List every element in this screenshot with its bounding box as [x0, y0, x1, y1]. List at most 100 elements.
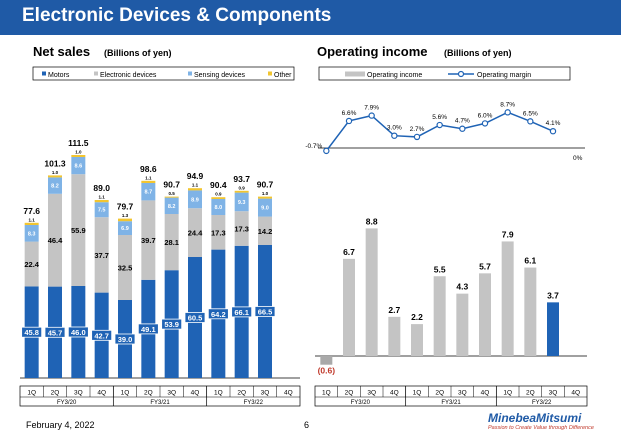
bar-sensing-devices-10	[258, 198, 272, 217]
legend-label-1: Electronic devices	[100, 72, 157, 79]
sensing-value-1: 8.2	[51, 184, 59, 190]
motors-label-bg-0	[21, 326, 43, 338]
margin-label-10: 4.1%	[546, 120, 561, 127]
bar-electronic-devices-8	[211, 215, 226, 250]
margin-point-10	[549, 127, 557, 135]
bar-other-3	[94, 200, 109, 203]
op-income-tick-11: 4Q	[571, 390, 580, 397]
op-income-bar-1	[343, 258, 355, 356]
bar-electronic-devices-4	[118, 235, 132, 300]
other-value-7: 1.1	[192, 183, 199, 188]
net-sales-total-9: 93.7	[233, 174, 250, 184]
bar-other-1	[48, 175, 62, 178]
motors-value-4: 39.0	[118, 335, 133, 344]
op-income-bar-6	[456, 293, 469, 356]
margin-point-7	[481, 120, 489, 127]
motors-value-0: 45.8	[24, 328, 39, 337]
net-sales-tick-3: 4Q	[97, 390, 106, 397]
net-sales-tick-8: 1Q	[214, 390, 223, 397]
company-logo: MinebeaMitsumi Passion to Create Value t…	[488, 412, 608, 436]
logo-wordmark: MinebeaMitsumi	[488, 411, 582, 425]
margin-label-4: 2.7%	[410, 126, 425, 133]
electronic-value-2: 55.9	[71, 226, 86, 235]
op-income-bar-0	[320, 356, 333, 365]
legend-swatch-0	[42, 71, 46, 76]
logo-tagline: Passion to Create Value through Differen…	[488, 425, 594, 431]
electronic-value-10: 14.2	[258, 227, 273, 236]
motors-label-bg-9	[231, 306, 253, 318]
net-sales-tick-7: 4Q	[191, 390, 200, 397]
motors-value-3: 42.7	[94, 331, 109, 340]
op-income-bar-7	[479, 273, 491, 356]
net-sales-tick-11: 4Q	[284, 390, 293, 397]
net-sales-total-6: 90.7	[163, 180, 180, 190]
bar-other-10	[258, 196, 272, 199]
margin-label-1: 6.6%	[342, 110, 357, 117]
op-income-tick-6: 3Q	[458, 390, 467, 397]
op-income-tick-5: 2Q	[435, 390, 444, 397]
bar-electronic-devices-10	[258, 216, 272, 245]
electronic-value-8: 17.3	[211, 228, 226, 237]
motors-value-10: 66.5	[258, 308, 273, 317]
net-sales-title: Net sales	[33, 44, 90, 59]
sensing-value-8: 8.0	[215, 205, 223, 211]
motors-label-bg-1	[44, 326, 66, 338]
other-value-6: 0.5	[169, 191, 176, 196]
motors-label-bg-6	[161, 318, 183, 330]
bar-sensing-devices-4	[118, 221, 132, 235]
motors-label-bg-2	[67, 326, 89, 338]
net-sales-tick-10: 3Q	[261, 390, 270, 397]
electronic-value-1: 46.4	[48, 236, 63, 245]
sensing-value-9: 9.3	[238, 200, 246, 206]
op-income-title: Operating income	[317, 44, 428, 59]
sensing-value-10: 9.0	[261, 206, 269, 212]
margin-zero-label: 0%	[573, 155, 583, 162]
net-sales-group-1: FY3/21	[150, 400, 170, 406]
legend-label-3: Other	[274, 72, 292, 79]
bar-sensing-devices-1	[48, 177, 62, 194]
legend-swatch-1	[94, 71, 98, 76]
bar-other-7	[188, 188, 202, 191]
op-income-tick-7: 4Q	[481, 390, 490, 397]
op-income-tick-0: 1Q	[322, 390, 331, 397]
motors-label-bg-5	[137, 323, 159, 335]
op-income-tick-9: 2Q	[526, 390, 535, 397]
op-income-value-9: 6.1	[524, 256, 536, 266]
op-income-group-2: FY3/22	[532, 400, 552, 406]
op-income-group-0: FY3/20	[351, 400, 371, 406]
net-sales-total-5: 98.6	[140, 164, 157, 174]
legend-swatch-2	[188, 71, 192, 76]
net-sales-total-10: 90.7	[257, 180, 274, 190]
electronic-value-0: 22.4	[24, 260, 39, 269]
net-sales-total-2: 111.5	[68, 138, 89, 148]
margin-point-2	[368, 112, 375, 119]
op-income-tick-3: 4Q	[390, 390, 399, 397]
motors-value-5: 49.1	[141, 325, 156, 334]
net-sales-tick-9: 2Q	[237, 390, 246, 397]
bar-sensing-devices-7	[188, 190, 202, 209]
op-income-value-6: 4.3	[456, 282, 468, 292]
motors-value-2: 46.0	[71, 328, 86, 337]
op-income-unit: (Billions of yen)	[444, 48, 512, 58]
electronic-value-9: 17.3	[234, 225, 249, 234]
slide-title: Electronic Devices & Components	[22, 5, 332, 26]
net-sales-tick-2: 3Q	[74, 390, 83, 397]
motors-value-9: 66.1	[234, 308, 249, 317]
bar-electronic-devices-1	[48, 193, 62, 287]
legend-label-2: Sensing devices	[194, 72, 245, 79]
bar-other-5	[141, 180, 156, 183]
bar-other-8	[211, 197, 226, 199]
sensing-value-2: 8.6	[75, 164, 83, 170]
bar-other-6	[164, 196, 179, 198]
motors-value-1: 45.7	[48, 328, 63, 337]
op-income-group-1: FY3/21	[441, 400, 461, 406]
margin-point-8	[504, 109, 511, 116]
bar-electronic-devices-7	[188, 208, 202, 257]
electronic-value-4: 32.5	[118, 264, 133, 273]
op-income-bar-10	[547, 302, 559, 356]
margin-label-7: 6.0%	[478, 112, 493, 119]
net-sales-tick-6: 3Q	[167, 390, 176, 397]
bar-other-9	[234, 190, 249, 193]
other-value-10: 1.0	[262, 191, 269, 196]
